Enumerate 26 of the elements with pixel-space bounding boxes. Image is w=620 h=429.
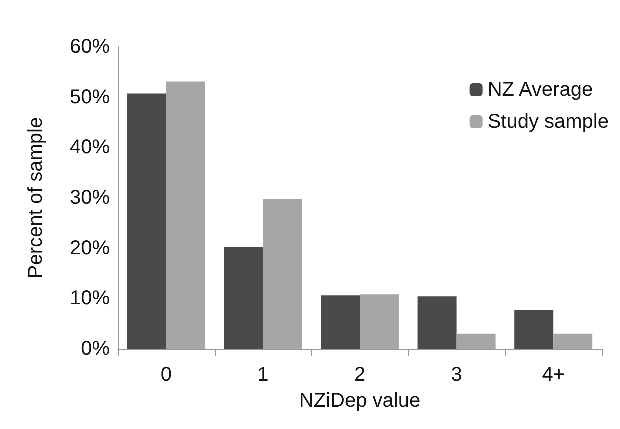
- bar: [360, 294, 399, 349]
- x-tick-label: 1: [258, 364, 269, 386]
- bar: [554, 334, 593, 349]
- bar: [127, 94, 166, 349]
- x-tick-label: 3: [451, 364, 462, 386]
- legend-label: Study sample: [488, 111, 609, 133]
- y-tick-label: 20%: [70, 237, 110, 260]
- bar: [418, 296, 457, 349]
- bar: [321, 296, 360, 349]
- y-tick-label: 10%: [70, 288, 110, 310]
- y-tick-label: 0%: [81, 338, 110, 360]
- bar: [263, 200, 302, 349]
- y-tick-label: 40%: [70, 136, 110, 159]
- y-axis-title: Percent of sample: [25, 117, 47, 279]
- bar: [514, 310, 554, 349]
- x-tick-label: 4+: [542, 364, 566, 386]
- y-tick-label: 30%: [70, 187, 110, 209]
- bar: [166, 82, 206, 349]
- x-axis-title: NZiDep value: [299, 390, 421, 412]
- legend-label: NZ Average: [488, 79, 594, 101]
- y-tick-label: 50%: [70, 86, 110, 108]
- x-tick-label: 2: [354, 364, 366, 386]
- bar: [224, 247, 264, 349]
- y-tick-label: 60%: [70, 36, 110, 58]
- bar: [456, 334, 496, 349]
- x-tick-label: 0: [160, 364, 172, 386]
